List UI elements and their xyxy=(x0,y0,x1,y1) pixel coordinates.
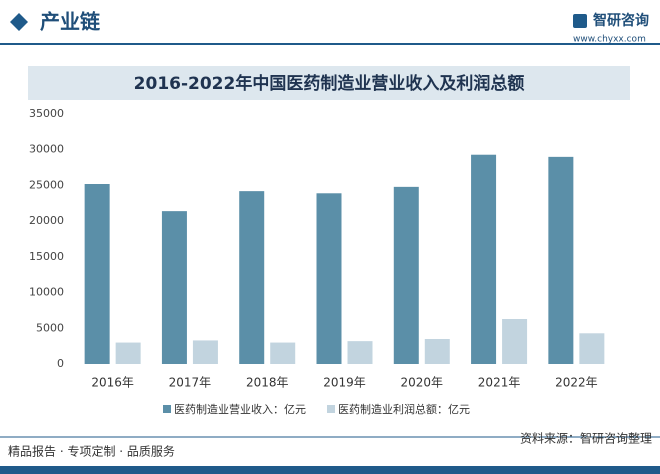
footer-bar xyxy=(0,466,660,474)
x-tick-label: 2017年 xyxy=(169,376,212,390)
y-tick-label: 5000 xyxy=(36,321,64,334)
bar xyxy=(393,186,419,364)
y-tick-label: 25000 xyxy=(29,178,64,191)
footer-slogan: 精品报告 · 专项定制 · 品质服务 xyxy=(8,444,175,459)
x-tick-label: 2020年 xyxy=(401,376,444,390)
bar xyxy=(579,333,605,364)
bar xyxy=(347,341,373,364)
section-title: 产业链 xyxy=(40,10,101,34)
bar xyxy=(548,156,574,364)
y-tick-label: 15000 xyxy=(29,250,64,263)
y-tick-label: 30000 xyxy=(29,143,64,156)
y-tick-label: 20000 xyxy=(29,214,64,227)
bar xyxy=(192,340,218,364)
x-tick-label: 2016年 xyxy=(91,376,134,390)
x-tick-label: 2019年 xyxy=(323,376,366,390)
bar xyxy=(316,193,342,364)
x-tick-label: 2018年 xyxy=(246,376,289,390)
bar xyxy=(84,184,110,364)
bar xyxy=(239,191,265,364)
legend-label: 医药制造业营业收入：亿元 xyxy=(174,402,306,416)
x-tick-label: 2022年 xyxy=(555,376,598,390)
bar xyxy=(471,154,497,364)
chart-title: 2016-2022年中国医药制造业营业收入及利润总额 xyxy=(134,73,525,94)
legend-label: 医药制造业利润总额：亿元 xyxy=(338,402,470,416)
bar xyxy=(115,342,141,364)
bar xyxy=(161,211,187,364)
brand: 智研咨询 xyxy=(592,12,649,29)
url: www.chyxx.com xyxy=(573,35,646,45)
legend-swatch xyxy=(327,405,335,413)
title-banner xyxy=(28,66,630,100)
y-tick-label: 35000 xyxy=(29,107,64,120)
x-tick-label: 2021年 xyxy=(478,376,521,390)
bar xyxy=(502,319,528,364)
logo-icon xyxy=(573,14,587,28)
y-tick-label: 0 xyxy=(57,357,64,370)
footer-source: 资料来源：智研咨询整理 xyxy=(520,431,652,446)
y-tick-label: 10000 xyxy=(29,286,64,299)
bar xyxy=(424,339,450,364)
legend-swatch xyxy=(163,405,171,413)
header-diamond xyxy=(10,13,28,31)
bar xyxy=(270,342,296,364)
